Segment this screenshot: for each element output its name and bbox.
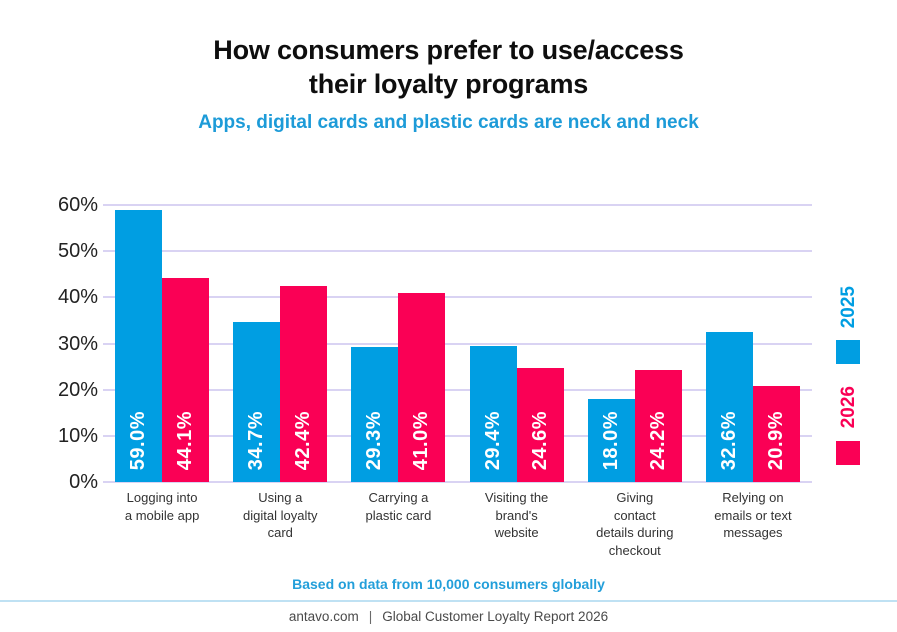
x-axis-labels: Logging into a mobile app Using a digital… xyxy=(103,489,812,559)
y-tick-30%: 30% xyxy=(57,332,98,355)
bar-value-2026-2: 42.4% xyxy=(292,410,315,470)
footnote: Based on data from 10,000 consumers glob… xyxy=(292,576,605,592)
chart-title-line2: their loyalty programs xyxy=(308,68,589,99)
y-tick-50%: 50% xyxy=(57,240,98,263)
bar-2025-4: 29.4% xyxy=(469,346,517,482)
bar-value-2026-6: 20.9% xyxy=(764,410,787,470)
bar-2026-2: 42.4% xyxy=(280,286,328,482)
x-axis-label-1: Logging into a mobile app xyxy=(124,490,200,523)
plot-area: 59.0% 44.1% 34.7% 42.4% 29.3% 41.0% 29.4% 24.6%… xyxy=(103,204,812,483)
legend-label-2025: 2025 xyxy=(837,286,859,329)
bar-group-2: 34.7% 42.4% xyxy=(221,205,339,482)
gridline-60% xyxy=(103,204,812,206)
bar-2025-5: 18.0% xyxy=(587,398,635,482)
chart-subtitle: Apps, digital cards and plastic cards ar… xyxy=(198,112,699,133)
gridline-0% xyxy=(103,481,812,483)
bar-value-2025-2: 34.7% xyxy=(245,410,268,470)
bar-2025-6: 32.6% xyxy=(705,331,753,482)
chart-legend: 2025 2026 xyxy=(828,286,868,487)
x-axis-label-4: Visiting the brand's website xyxy=(484,490,549,541)
bar-2025-2: 34.7% xyxy=(233,321,281,482)
bar-value-2025-3: 29.3% xyxy=(363,410,386,470)
bar-2026-4: 24.6% xyxy=(516,368,564,482)
chart-title: How consumers prefer to use/access their … xyxy=(0,34,897,102)
footer-divider xyxy=(0,600,897,602)
gridline-10% xyxy=(103,434,812,437)
bar-value-2025-5: 18.0% xyxy=(599,410,622,470)
bar-value-2026-5: 24.2% xyxy=(646,410,669,470)
gridline-30% xyxy=(103,342,812,345)
footer-site: antavo.com xyxy=(288,609,359,624)
chart-title-line1: How consumers prefer to use/access xyxy=(213,35,684,65)
bar-value-2026-1: 44.1% xyxy=(174,410,197,470)
gridline-20% xyxy=(103,388,812,391)
y-axis: 0% 10% 20% 30% 40% 50% 60% xyxy=(30,195,98,492)
bar-value-2025-6: 32.6% xyxy=(717,410,740,470)
y-tick-20%: 20% xyxy=(57,378,98,401)
x-axis-label-6: Relying on emails or text messages xyxy=(714,490,792,541)
bar-group-1: 59.0% 44.1% xyxy=(103,205,221,482)
footer-separator: | xyxy=(368,609,373,624)
y-tick-60%: 60% xyxy=(57,194,98,216)
bar-group-6: 32.6% 20.9% xyxy=(694,205,812,482)
footer-report: Global Customer Loyalty Report 2026 xyxy=(382,609,609,624)
bar-group-4: 29.4% 24.6% xyxy=(458,205,576,482)
gridline-40% xyxy=(103,296,812,299)
bar-value-2025-4: 29.4% xyxy=(481,410,504,470)
legend-label-2026: 2026 xyxy=(837,386,859,429)
bar-2026-6: 20.9% xyxy=(752,385,800,482)
footer: antavo.com | Global Customer Loyalty Repor… xyxy=(0,609,897,624)
y-tick-0%: 0% xyxy=(69,471,98,493)
bar-2025-3: 29.3% xyxy=(351,346,399,482)
bar-value-2026-4: 24.6% xyxy=(528,410,551,470)
bar-2025-1: 59.0% xyxy=(115,209,163,482)
gridline-50% xyxy=(103,250,812,253)
x-axis-label-3: Carrying a plastic card xyxy=(365,490,432,523)
y-tick-40%: 40% xyxy=(57,286,98,309)
bar-2026-5: 24.2% xyxy=(634,370,682,482)
bar-group-5: 18.0% 24.2% xyxy=(576,205,694,482)
bar-2026-1: 44.1% xyxy=(162,278,210,482)
bar-group-3: 29.3% 41.0% xyxy=(339,205,457,482)
bar-value-2025-1: 59.0% xyxy=(127,410,150,470)
legend-swatch-2025 xyxy=(836,340,860,365)
bar-2026-3: 41.0% xyxy=(398,292,446,482)
x-axis-label-5: Giving contact details during checkout xyxy=(596,490,674,558)
bar-value-2026-3: 41.0% xyxy=(410,410,433,470)
bar-groups: 59.0% 44.1% 34.7% 42.4% 29.3% 41.0% 29.4% 24.6%… xyxy=(103,205,812,482)
y-tick-10%: 10% xyxy=(57,424,98,447)
x-axis-label-2: Using a digital loyalty card xyxy=(243,490,318,541)
legend-swatch-2026 xyxy=(836,440,860,465)
